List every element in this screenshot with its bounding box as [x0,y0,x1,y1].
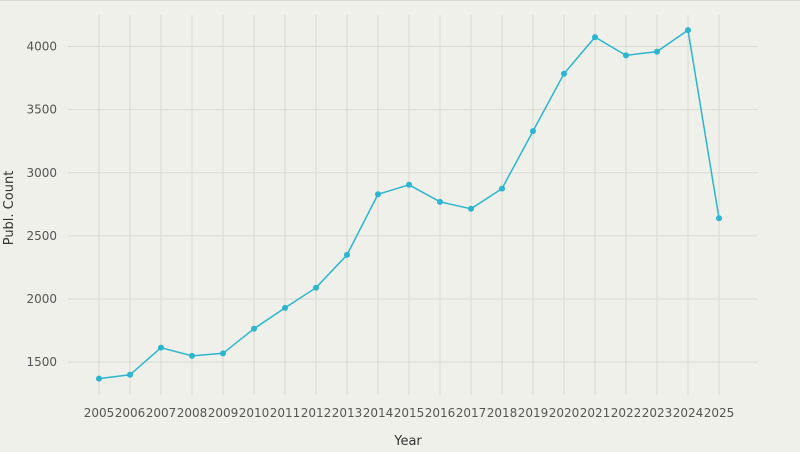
x-tick-label: 2024 [673,406,704,420]
data-point [344,251,350,258]
y-tick-label: 2500 [26,229,57,243]
x-tick-label: 2015 [394,406,425,420]
data-point [127,371,133,378]
data-point [685,27,691,34]
data-point [654,48,660,55]
y-axis-title: Publ. Count [2,171,17,246]
x-tick-label: 2011 [270,406,301,420]
data-point [530,128,536,135]
x-tick-label: 2016 [425,406,456,420]
x-tick-label: 2018 [487,406,518,420]
x-tick-label: 2023 [642,406,673,420]
x-axis-title: Year [393,434,422,449]
data-point [561,70,567,77]
data-point [282,304,288,311]
data-point [592,34,598,41]
data-point [158,344,164,351]
x-tick-label: 2008 [177,406,208,420]
x-tick-label: 2022 [611,406,642,420]
data-point [251,325,257,332]
data-point [716,215,722,222]
x-tick-label: 2021 [580,406,611,420]
x-tick-label: 2014 [363,406,394,420]
x-tick-label: 2012 [301,406,332,420]
x-tick-label: 2020 [549,406,580,420]
data-point [96,375,102,382]
y-tick-label: 3500 [26,103,57,117]
x-tick-labels: 2005 2006 2007 2008 2009 2010 2011 2012 2013 2014… [84,406,735,420]
data-point [220,350,226,357]
x-tick-label: 2013 [332,406,363,420]
data-point [437,198,443,205]
y-tick-label: 3000 [26,166,57,180]
x-tick-label: 2010 [239,406,270,420]
data-point [375,191,381,198]
x-gridlines [98,15,720,395]
data-point [313,284,319,291]
data-point [189,352,195,359]
series-points [96,27,722,382]
x-tick-label: 2009 [208,406,239,420]
x-tick-label: 2019 [518,406,549,420]
data-point [468,205,474,212]
x-tick-label: 2005 [84,406,115,420]
x-tick-label: 2017 [456,406,487,420]
y-gridlines [68,46,758,363]
data-point [623,52,629,59]
data-point [499,185,505,192]
x-tick-label: 2006 [115,406,146,420]
data-point [406,181,412,188]
x-tick-label: 2007 [146,406,177,420]
x-tick-label: 2025 [704,406,735,420]
y-tick-label: 2000 [26,292,57,306]
y-tick-label: 4000 [26,40,57,54]
y-tick-labels: 1500 2000 2500 3000 3500 4000 [26,40,57,370]
y-tick-label: 1500 [26,355,57,369]
